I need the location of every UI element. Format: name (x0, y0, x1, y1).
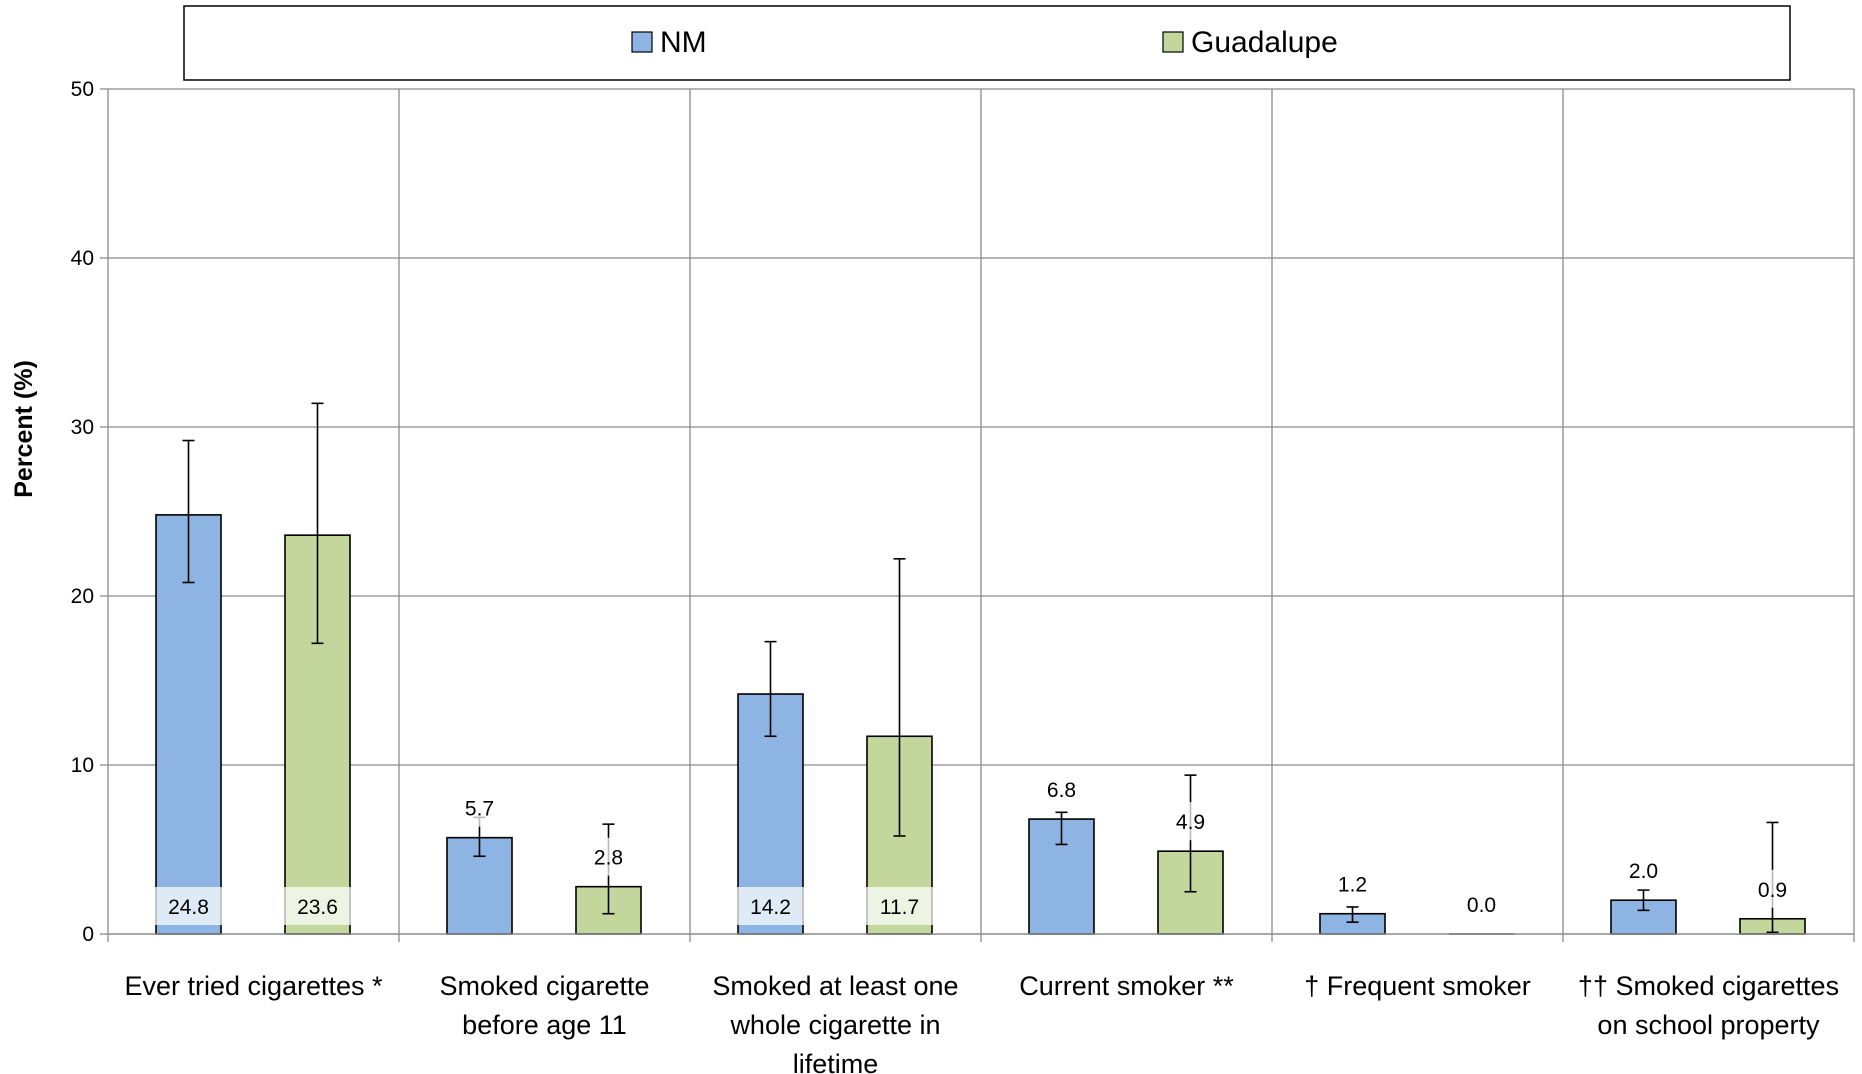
data-label-guadalupe: 11.7 (880, 896, 919, 919)
data-label-guadalupe: 2.8 (594, 847, 623, 870)
legend: NM Guadalupe (183, 5, 1791, 81)
data-label-nm: 2.0 (1629, 860, 1658, 883)
y-tick-label: 50 (71, 78, 94, 101)
x-category-label: Current smoker ** (1019, 971, 1234, 1001)
legend-swatch-guadalupe (1162, 31, 1184, 53)
y-axis-title: Percent (%) (10, 360, 38, 498)
data-label-bg (1034, 770, 1089, 809)
legend-label-guadalupe: Guadalupe (1191, 26, 1338, 59)
data-label-guadalupe: 4.9 (1176, 811, 1205, 834)
data-label-guadalupe: 0.9 (1758, 879, 1787, 902)
legend-label-nm: NM (660, 26, 707, 59)
data-label-bg (154, 887, 223, 925)
bar-nm (1610, 899, 1677, 935)
bar-nm (446, 836, 513, 935)
data-label-nm: 5.7 (465, 798, 494, 821)
data-label-bg (736, 887, 805, 925)
x-category-label: Smoked at least one (712, 971, 958, 1001)
y-tick-labels: 0 10 20 30 40 50 (71, 78, 94, 946)
data-label-nm: 14.2 (750, 896, 791, 919)
x-category-label: † Frequent smoker (1304, 971, 1531, 1001)
x-category-label: †† Smoked cigarettes (1578, 971, 1839, 1001)
bar-nm (155, 514, 222, 935)
data-label-bg (452, 788, 507, 827)
x-category-label: Ever tried cigarettes * (124, 971, 383, 1001)
data-labels: 24.8 5.7 14.2 6.8 1.2 2.0 23.6 2.8 11.7 4.9 0.0 0.9 (154, 770, 1800, 925)
gridlines (100, 88, 1855, 942)
data-label-guadalupe: 23.6 (297, 896, 338, 919)
data-label-bg (581, 837, 636, 876)
data-label-guadalupe: 0.0 (1467, 894, 1496, 917)
data-label-bg (283, 887, 352, 925)
data-label-bg (865, 887, 934, 925)
y-tick-label: 10 (71, 754, 94, 777)
data-label-bg (1745, 869, 1800, 908)
y-tick-label: 0 (82, 923, 94, 946)
data-label-bg (1616, 851, 1671, 890)
x-category-label: whole cigarette in (729, 1010, 940, 1040)
y-tick-label: 30 (71, 416, 94, 439)
data-label-bg (1454, 885, 1509, 923)
category-labels: Ever tried cigarettes * Smoked cigarette b… (124, 971, 1839, 1074)
legend-swatch-nm (631, 31, 653, 53)
y-tick-label: 20 (71, 585, 94, 608)
x-category-label: Smoked cigarette (439, 971, 649, 1001)
legend-box (183, 5, 1791, 81)
x-category-label: before age 11 (462, 1010, 627, 1040)
x-category-label: lifetime (793, 1049, 879, 1074)
data-label-nm: 1.2 (1338, 874, 1367, 897)
data-label-nm: 6.8 (1047, 779, 1076, 802)
x-category-label: on school property (1597, 1010, 1820, 1040)
y-tick-label: 40 (71, 247, 94, 270)
axes (107, 89, 1854, 942)
data-label-nm: 24.8 (168, 896, 209, 919)
data-label-bg (1325, 864, 1380, 903)
data-label-bg (1163, 802, 1218, 841)
